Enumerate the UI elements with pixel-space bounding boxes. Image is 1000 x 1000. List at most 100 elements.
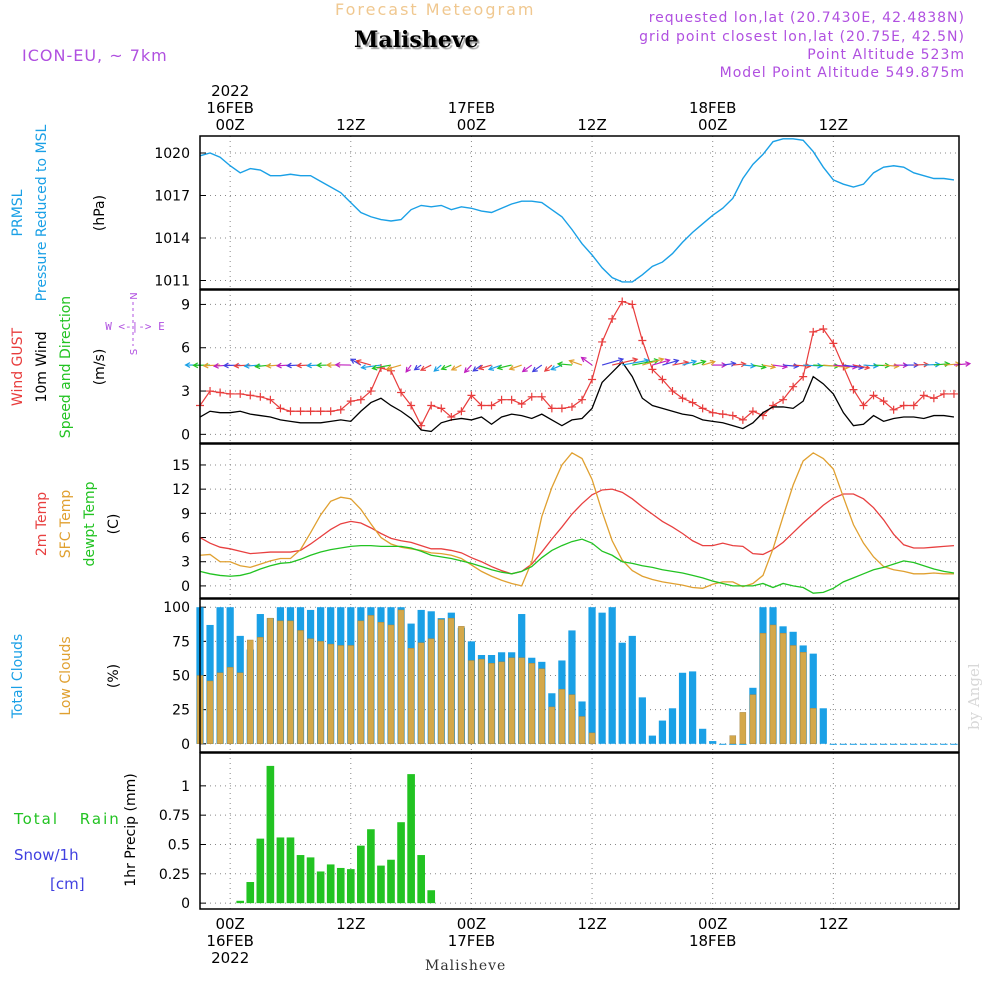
total-cloud-bar [628,635,636,744]
top-time-label: 17FEB [448,99,495,117]
gust-marker [849,385,858,394]
top-time-label: 16FEB [206,99,253,117]
total-cloud-bar [668,708,677,744]
total-cloud-bar [709,741,717,744]
pressure-unit: (hPa) [92,195,108,231]
wind-arrow-head [664,358,671,365]
wind-arrow-head [508,365,515,371]
wind-arrow [234,364,251,367]
gust-marker [487,401,496,410]
total-cloud-bar [699,728,707,744]
wind-arrow-head [690,359,698,366]
wind-arrow-head [222,362,229,369]
low-cloud-bar [518,657,525,745]
snow-unit: [cm] [50,875,85,893]
gust-marker [507,395,516,404]
gust-marker [306,407,315,416]
wind-arrow-head [450,365,457,371]
y-tick-label: 100 [163,600,190,616]
wind-arrow-head [385,365,392,371]
wind-arrow-head [212,362,219,369]
y-tick-label: 1014 [154,231,190,247]
rain-bar [306,857,315,904]
gust-marker [246,391,255,400]
low-cloud-bar [769,624,777,745]
low-cloud-bar [327,643,334,745]
total-cloud-bar [950,743,958,745]
panel-frame [199,443,960,599]
total-cloud-bar [638,697,646,744]
footer-location: Malisheve [425,958,507,974]
gust-marker [638,336,647,345]
gust-marker [266,395,275,404]
bottom-time-label: 16FEB [206,932,253,950]
y-tick-label: 75 [172,634,190,650]
gust-marker [718,410,727,419]
wind-arrow [532,364,543,372]
low-cloud-bar [789,645,797,745]
wind-arrow [464,364,472,373]
rain-bar [357,845,365,904]
y-tick-label: 1017 [154,189,190,205]
wind-arrow [472,364,482,372]
low-cloud-bar [307,638,314,745]
wind-arrow [742,364,755,367]
low-cloud-bar [749,694,757,745]
gust-marker [256,392,265,401]
wind-arrow-head [405,366,411,373]
pressure-line [199,138,955,283]
y-tick-label: 1020 [154,146,190,162]
gust-marker [417,421,426,430]
low-cloud-bar [397,609,405,745]
rain-bar [427,890,436,904]
total-cloud-bar [688,671,697,744]
rain-label: Total Rain [13,810,121,828]
low-cloud-bar [377,622,385,745]
total-cloud-bar [859,743,868,745]
low-cloud-bar [287,620,294,745]
gust-marker [467,391,476,400]
low-cloud-bar [297,630,304,745]
wind-arrow-head [184,362,191,368]
total-cloud-bar [648,735,657,744]
low-cloud-bar [438,619,445,745]
wind-arrow-head [463,367,470,374]
compass-we: W <-|-> E [105,320,165,333]
gust-marker [608,314,617,323]
total-cloud-bar [568,630,576,744]
wind-arrow [943,363,960,366]
bottom-time-label: 17FEB [448,932,495,950]
gust-marker [326,407,335,416]
total-cloud-bar [869,743,878,745]
bottom-time-label: 2022 [211,949,249,967]
gust-marker [648,365,657,374]
wind-arrow-head [265,362,272,369]
wind-arrow [433,364,442,372]
y-tick-label: 6 [181,341,190,357]
gust-marker [799,372,808,381]
gust-marker [427,401,436,410]
gust-marker [919,391,928,400]
gust-marker [598,337,607,346]
total-cloud-bar [829,743,837,745]
rain-bar [326,864,335,904]
gust-marker [397,388,406,397]
low-cloud-bar [810,708,817,745]
wind-arrow-head [419,365,427,371]
gust-marker [658,375,667,384]
total-cloud-bar [849,743,858,745]
compass-n: N [129,292,140,299]
wind-arrow-head [295,362,302,369]
wind-arrow-head [334,361,341,368]
prmsl-label: PRMSL [10,189,26,236]
wind-arrow [722,362,736,366]
low-cloud-bar [558,688,566,745]
rain-bar [246,882,255,904]
low-cloud-bar [568,694,576,745]
wind-arrow-head [233,362,240,369]
low-cloud-bar [588,732,596,745]
wind-arrow-head [658,357,665,363]
wind-dir-label: Speed and Direction [58,296,74,438]
total-cloud-bar [900,743,908,745]
